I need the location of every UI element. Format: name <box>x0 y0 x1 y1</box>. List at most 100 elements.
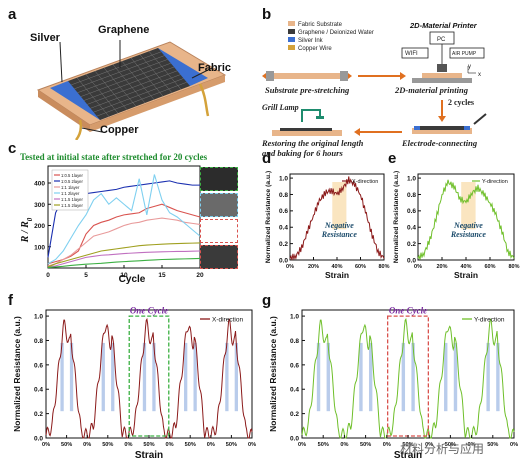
chart-c-series-line <box>47 203 201 265</box>
ytick-label: 0.8 <box>407 192 416 199</box>
chart-c-series-line <box>47 217 201 267</box>
chart-e: 0.0 0.2 0.4 0.6 0.8 1.0 0% 20% 40% 60% 80% Y-direct… <box>393 171 520 280</box>
xtick-label: 50% <box>487 442 498 448</box>
legend-text-fabric: Fabric Substrate <box>298 22 343 28</box>
cycle-shade-left <box>142 342 147 412</box>
xtick-label: 0% <box>286 264 294 270</box>
xtick-label: 50% <box>102 442 113 448</box>
ytick-label: 0.2 <box>407 241 416 248</box>
grill-lamp-head <box>316 116 324 119</box>
label-silver: Silver <box>30 32 60 44</box>
pc-label: PC <box>437 37 446 43</box>
svg-text:R / R0: R / R0 <box>20 217 34 243</box>
chart-c-series-line <box>47 257 201 269</box>
axis-y-label: y <box>468 64 471 70</box>
xtick-label: 80% <box>378 264 389 270</box>
printer-title: 2D-Material Printer <box>409 21 478 30</box>
print-substrate <box>422 73 462 78</box>
ytick-label: 0.4 <box>290 387 299 394</box>
pointer-silver <box>59 41 63 83</box>
chart-c-legend-label: 1:0.5 1layer <box>61 173 83 178</box>
panel-label-e: e <box>388 150 397 167</box>
step-restore-1: Restoring the original length <box>262 138 364 148</box>
ytick-label: 0.6 <box>279 208 288 215</box>
inset-green-image <box>200 167 238 191</box>
annotation-resistance: Resistance <box>321 230 358 239</box>
frame <box>45 309 253 439</box>
chart-c-legend-label: 1:0.5 2layer <box>61 179 83 184</box>
xtick-label: 0% <box>468 442 476 448</box>
legend-swatch-silver <box>288 37 295 42</box>
ytick-label: 0.0 <box>34 436 43 443</box>
legend-swatch-fabric <box>288 21 295 26</box>
step-cycles: 2 cycles <box>448 98 474 107</box>
xtick-label: 0% <box>42 442 50 448</box>
xtick-label: 50% <box>185 442 196 448</box>
cycle-shade-right <box>368 342 373 412</box>
pointer-fabric <box>191 67 213 79</box>
chart-g: One Cycle 0.0 0.2 0.4 0.6 0.8 1.0 0% 50% 0% 50% 0% 5… <box>268 306 518 461</box>
inset-darkred-image <box>200 245 238 269</box>
arrowhead-step3-step4 <box>354 128 360 136</box>
chart-c-legend-box <box>51 169 89 211</box>
grill-lamp-icon <box>301 109 321 122</box>
prestretch-substrate <box>272 73 342 79</box>
ytick-label: 0.6 <box>290 362 299 369</box>
panel-label-f: f <box>8 292 13 309</box>
xtick-label: 0% <box>298 442 306 448</box>
xtick-label: 50% <box>61 442 72 448</box>
copper-wire-right <box>198 83 210 117</box>
electrode-graphene <box>420 126 464 130</box>
print-head <box>437 64 447 72</box>
copper-wire-left <box>74 119 83 140</box>
xtick-label: 50% <box>402 442 413 448</box>
panel-label-b: b <box>262 6 272 23</box>
stretch-arrow-right <box>348 73 352 79</box>
xtick-label: 80% <box>508 264 519 270</box>
frame <box>301 309 515 439</box>
ytick-label: 0.0 <box>279 257 288 264</box>
arrowhead-step2-step3 <box>438 116 446 122</box>
chart-c-legend-label: 1:1 2layer <box>61 191 80 196</box>
cycle-shade-right <box>496 342 500 412</box>
cycle-shade-right <box>69 342 74 412</box>
xtick-label: 0% <box>414 264 422 270</box>
arrowhead-step1-step2 <box>400 72 406 80</box>
chart-c-ytick-label: 100 <box>34 244 45 251</box>
panel-label-d: d <box>262 150 272 167</box>
chart-c-xtick-label: 15 <box>158 272 166 279</box>
chart-c-legend-label: 1:1.5 1layer <box>61 197 83 202</box>
chart-c-insets <box>200 167 240 275</box>
annotation-negative: Negative <box>453 221 483 230</box>
legend-label: X-direction <box>352 179 378 185</box>
xtick-label: 50% <box>318 442 329 448</box>
xtick-label: 0% <box>83 442 91 448</box>
resistance-curve <box>417 179 515 260</box>
xtick-label: 40% <box>460 264 471 270</box>
cycle-shade-left <box>486 342 490 412</box>
cycle-shade-left <box>60 342 64 412</box>
one-cycle-box <box>128 315 170 437</box>
chart-c: Tested at initial state after stretched … <box>20 152 208 285</box>
xtick-label: 50% <box>445 442 456 448</box>
ytick-label: 0.8 <box>279 192 288 199</box>
legend-label: Y-direction <box>482 179 508 185</box>
xtick-label: 0% <box>207 442 215 448</box>
xtick-label: 50% <box>360 442 371 448</box>
legend-label: X-direction <box>212 317 243 324</box>
xtick-label: 0% <box>340 442 348 448</box>
chart-c-legend-label: 1:1.5 2layer <box>61 203 83 208</box>
ytick-label: 0.8 <box>290 338 299 345</box>
bake-graphene <box>280 128 332 131</box>
ytick-label: 0.8 <box>34 338 43 345</box>
cycle-shade-right <box>152 342 156 412</box>
fabric-edge-left <box>38 90 90 132</box>
process-schematic: Fabric Substrate Graphene / Deionized Wa… <box>262 21 487 136</box>
chart-c-legend-label: 1:1 1layer <box>61 185 80 190</box>
label-fabric: Fabric <box>198 62 232 74</box>
xtick-label: 20% <box>436 264 447 270</box>
cycle-shade-left <box>316 342 321 412</box>
label-copper: Copper <box>100 124 139 136</box>
legend-swatch-graphene <box>288 29 295 34</box>
